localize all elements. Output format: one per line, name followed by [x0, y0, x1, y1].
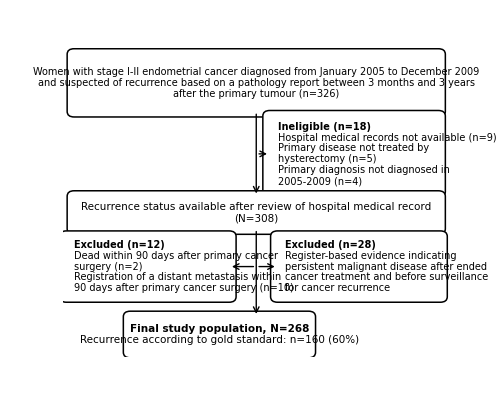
- Text: Hospital medical records not available (n=9): Hospital medical records not available (…: [278, 133, 496, 143]
- Text: (N=308): (N=308): [234, 213, 278, 223]
- Text: Ineligible (n=18): Ineligible (n=18): [278, 122, 370, 132]
- Text: Recurrence status available after review of hospital medical record: Recurrence status available after review…: [81, 202, 432, 212]
- Text: Register-based evidence indicating: Register-based evidence indicating: [286, 251, 457, 261]
- FancyBboxPatch shape: [60, 231, 236, 302]
- Text: Dead within 90 days after primary cancer: Dead within 90 days after primary cancer: [74, 251, 278, 261]
- Text: Women with stage I-II endometrial cancer diagnosed from January 2005 to December: Women with stage I-II endometrial cancer…: [33, 67, 480, 77]
- FancyBboxPatch shape: [270, 231, 448, 302]
- Text: 90 days after primary cancer surgery (n=10): 90 days after primary cancer surgery (n=…: [74, 283, 294, 293]
- Text: Excluded (n=28): Excluded (n=28): [286, 240, 376, 250]
- Text: after the primary tumour (n=326): after the primary tumour (n=326): [173, 89, 340, 99]
- Text: Recurrence according to gold standard: n=160 (60%): Recurrence according to gold standard: n…: [80, 335, 359, 345]
- Text: and suspected of recurrence based on a pathology report between 3 months and 3 y: and suspected of recurrence based on a p…: [38, 78, 475, 88]
- Text: persistent malignant disease after ended: persistent malignant disease after ended: [286, 261, 488, 271]
- Text: Primary diagnosis not diagnosed in: Primary diagnosis not diagnosed in: [278, 165, 450, 175]
- Text: Excluded (n=12): Excluded (n=12): [74, 240, 165, 250]
- FancyBboxPatch shape: [124, 311, 316, 358]
- Text: Registration of a distant metastasis within: Registration of a distant metastasis wit…: [74, 272, 282, 282]
- Text: 2005-2009 (n=4): 2005-2009 (n=4): [278, 176, 361, 186]
- Text: hysterectomy (n=5): hysterectomy (n=5): [278, 154, 376, 164]
- FancyBboxPatch shape: [67, 191, 446, 234]
- Text: for cancer recurrence: for cancer recurrence: [286, 283, 391, 293]
- Text: cancer treatment and before surveillance: cancer treatment and before surveillance: [286, 272, 488, 282]
- FancyBboxPatch shape: [67, 49, 446, 117]
- Text: surgery (n=2): surgery (n=2): [74, 261, 142, 271]
- Text: Final study population, N=268: Final study population, N=268: [130, 324, 309, 334]
- Text: Primary disease not treated by: Primary disease not treated by: [278, 144, 428, 154]
- FancyBboxPatch shape: [263, 111, 446, 197]
